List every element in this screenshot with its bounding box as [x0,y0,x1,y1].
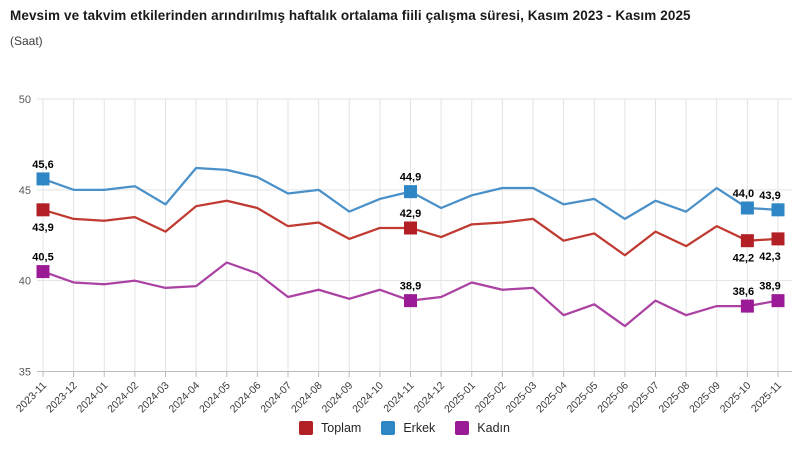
svg-text:42,3: 42,3 [759,251,780,263]
svg-text:2024-10: 2024-10 [350,380,386,416]
svg-text:45,6: 45,6 [32,159,53,171]
svg-text:2024-05: 2024-05 [197,380,233,416]
svg-text:2024-04: 2024-04 [167,380,203,416]
svg-text:2024-02: 2024-02 [105,380,141,416]
svg-text:44,0: 44,0 [733,188,754,200]
svg-text:40: 40 [19,276,31,288]
svg-text:2024-09: 2024-09 [320,380,356,416]
svg-text:2024-03: 2024-03 [136,380,172,416]
svg-text:35: 35 [19,367,31,379]
legend: Toplam Erkek Kadın [0,421,809,435]
svg-text:40,5: 40,5 [32,252,53,264]
svg-text:38,9: 38,9 [400,281,421,293]
svg-text:2025-02: 2025-02 [473,380,509,416]
svg-text:2025-05: 2025-05 [565,380,601,416]
svg-text:43,9: 43,9 [759,190,780,202]
svg-text:50: 50 [19,94,31,106]
svg-text:42,9: 42,9 [400,208,421,220]
svg-text:2024-01: 2024-01 [75,380,111,416]
svg-text:2025-03: 2025-03 [503,380,539,416]
legend-item-toplam[interactable]: Toplam [299,421,361,435]
svg-text:43,9: 43,9 [32,222,53,234]
svg-text:2024-08: 2024-08 [289,380,325,416]
svg-text:2025-09: 2025-09 [687,380,723,416]
svg-text:2025-01: 2025-01 [442,380,478,416]
svg-text:2024-11: 2024-11 [381,380,416,415]
legend-label-erkek: Erkek [403,421,436,435]
legend-label-kadin: Kadın [477,421,510,435]
svg-text:2025-10: 2025-10 [718,380,754,416]
toplam-swatch-icon [299,421,314,435]
svg-text:42,2: 42,2 [733,253,754,265]
legend-label-toplam: Toplam [321,421,362,435]
erkek-swatch-icon [381,421,396,435]
kadin-swatch-icon [455,421,470,435]
svg-text:2024-12: 2024-12 [412,380,448,416]
svg-text:2023-11: 2023-11 [14,380,49,415]
svg-text:2025-06: 2025-06 [595,380,631,416]
svg-text:2024-07: 2024-07 [258,380,294,416]
svg-text:45: 45 [19,185,31,197]
legend-item-erkek[interactable]: Erkek [381,421,435,435]
svg-text:38,6: 38,6 [733,286,754,298]
chart-title: Mevsim ve takvim etkilerinden arındırılm… [10,8,691,23]
svg-text:38,9: 38,9 [759,281,780,293]
svg-text:2023-12: 2023-12 [44,380,80,416]
legend-item-kadin[interactable]: Kadın [455,421,510,435]
svg-text:2025-07: 2025-07 [626,380,662,416]
svg-text:2025-11: 2025-11 [749,380,784,415]
svg-text:2025-04: 2025-04 [534,380,570,416]
svg-text:2024-06: 2024-06 [228,380,264,416]
svg-text:44,9: 44,9 [400,172,421,184]
chart-subtitle: (Saat) [10,34,43,48]
svg-text:2025-08: 2025-08 [657,380,693,416]
